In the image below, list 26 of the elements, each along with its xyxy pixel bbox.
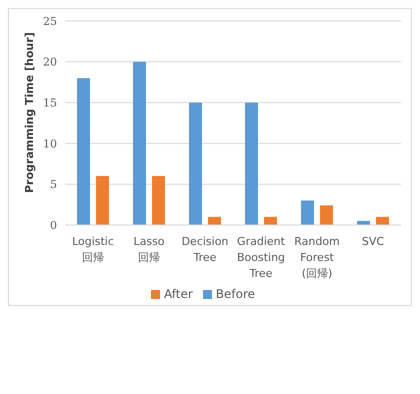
y-axis-title: Programming Time [hour] <box>22 32 36 193</box>
y-tick-label: 20 <box>43 56 57 69</box>
y-tick-label: 0 <box>50 218 57 232</box>
y-tick-label: 15 <box>43 96 57 110</box>
bar <box>189 102 202 225</box>
x-tick-label: Lasso 回帰 <box>133 235 165 264</box>
x-tick-label: Decision Tree <box>182 235 228 264</box>
bar <box>320 205 333 225</box>
y-tick-label: 5 <box>50 178 57 192</box>
x-tick-label: SVC <box>362 235 384 248</box>
bar <box>264 216 277 225</box>
bar <box>376 216 389 225</box>
x-tick-label: Random Forest (回帰) <box>294 235 340 280</box>
y-tick-label: 10 <box>43 137 57 150</box>
bar <box>133 62 146 225</box>
bar <box>96 176 109 225</box>
legend-label: After <box>164 287 193 301</box>
bar <box>208 216 221 225</box>
y-tick-label: 25 <box>43 14 57 28</box>
x-tick-label: Gradient Boosting Tree <box>236 235 286 280</box>
bar <box>77 78 90 225</box>
bar <box>301 200 314 225</box>
x-tick-label: Logistic 回帰 <box>72 235 114 264</box>
bar <box>245 102 258 225</box>
bar <box>152 176 165 225</box>
legend-label: Before <box>216 287 256 301</box>
